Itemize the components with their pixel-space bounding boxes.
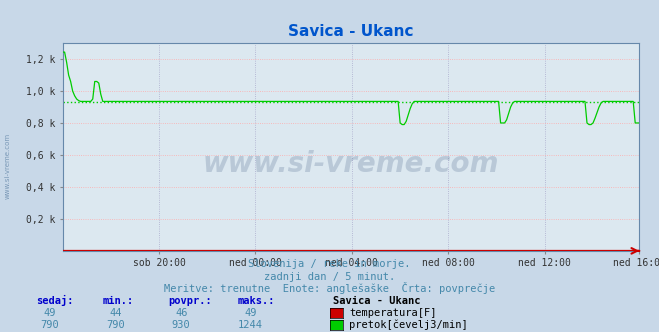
Text: zadnji dan / 5 minut.: zadnji dan / 5 minut. [264,272,395,282]
Text: 49: 49 [43,308,55,318]
Text: pretok[čevelj3/min]: pretok[čevelj3/min] [349,319,468,330]
Text: sedaj:: sedaj: [36,295,74,306]
Text: 49: 49 [244,308,256,318]
Text: Slovenija / reke in morje.: Slovenija / reke in morje. [248,259,411,269]
Text: 1244: 1244 [238,320,263,330]
Text: 44: 44 [109,308,121,318]
Text: maks.:: maks.: [237,296,275,306]
Text: www.si-vreme.com: www.si-vreme.com [5,133,11,199]
Text: temperatura[F]: temperatura[F] [349,308,437,318]
Text: Savica - Ukanc: Savica - Ukanc [333,296,420,306]
Text: 46: 46 [175,308,187,318]
Text: 790: 790 [106,320,125,330]
Title: Savica - Ukanc: Savica - Ukanc [288,24,414,39]
Text: 930: 930 [172,320,190,330]
Text: www.si-vreme.com: www.si-vreme.com [203,149,499,178]
Text: min.:: min.: [102,296,133,306]
Text: 790: 790 [40,320,59,330]
Text: povpr.:: povpr.: [168,296,212,306]
Text: Meritve: trenutne  Enote: anglešaške  Črta: povprečje: Meritve: trenutne Enote: anglešaške Črta… [164,283,495,294]
